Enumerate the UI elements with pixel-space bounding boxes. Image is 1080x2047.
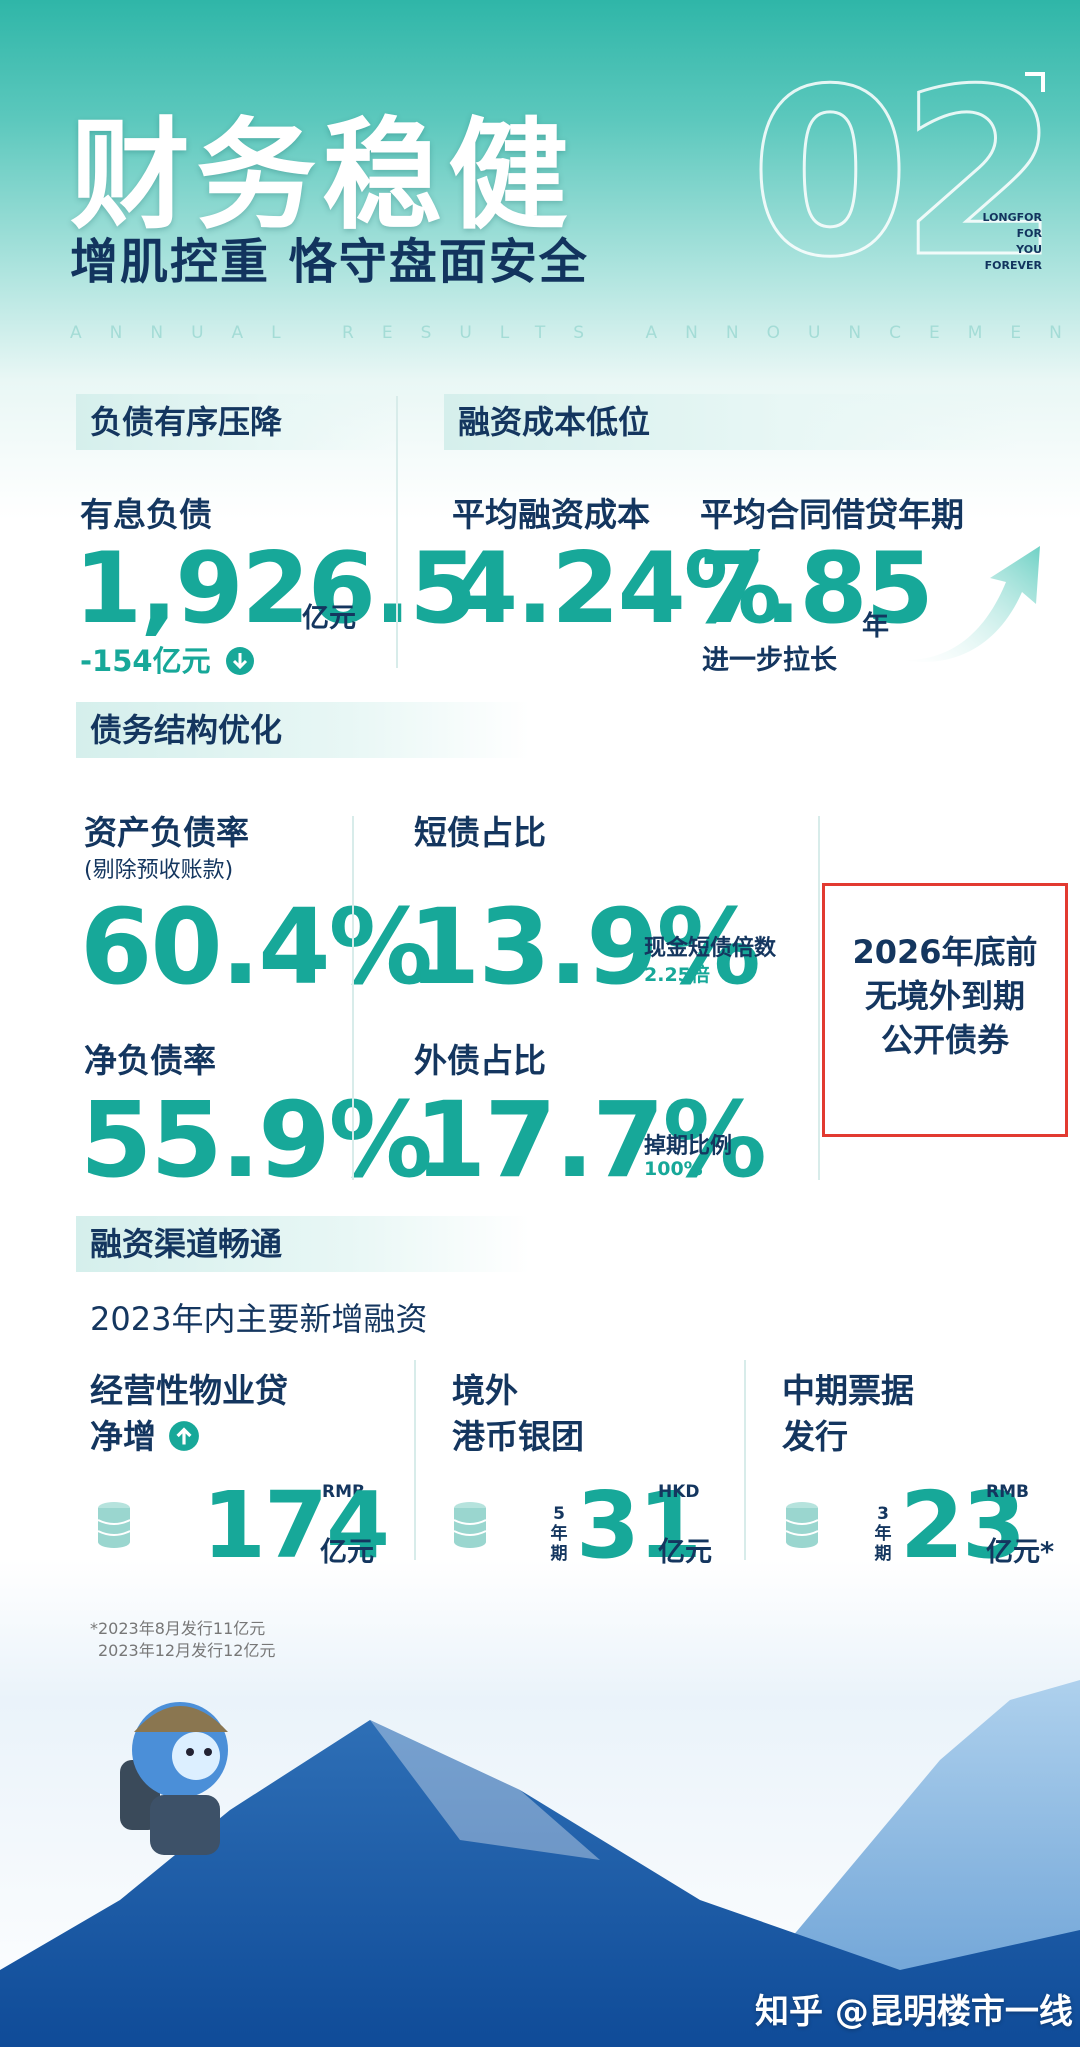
- channels-subtitle: 2023年内主要新增融资: [90, 1300, 428, 1338]
- callout-line: 2026年底前: [852, 933, 1038, 971]
- callout-line: 公开债券: [880, 1021, 1009, 1059]
- highlight-box: [822, 883, 1068, 1137]
- avg-term-label: 平均合同借贷年期: [700, 495, 964, 534]
- brand-line: YOU: [1016, 243, 1042, 256]
- callout-line: 无境外到期: [864, 977, 1025, 1015]
- cash-ratio-label: 现金短债倍数: [644, 936, 777, 961]
- page-title: 财务稳健: [70, 107, 574, 246]
- term-suffix: 期: [550, 1544, 568, 1564]
- divider: [352, 816, 354, 1180]
- arrow-down-icon: [225, 647, 254, 675]
- avg-term-unit: 年: [862, 611, 889, 642]
- net-increase-text: 净增: [90, 1417, 156, 1456]
- interest-debt-change: -154亿元: [80, 638, 255, 680]
- short-debt-label: 短债占比: [414, 813, 546, 852]
- upward-trend-arrow-icon: [901, 546, 1040, 663]
- term-unit: 年: [874, 1524, 892, 1544]
- brand-line: LONGFOR: [982, 211, 1042, 224]
- announcement-banner: ANNUAL RESULTS ANNOUNCEMENT: [70, 323, 1080, 343]
- mtn-unit: 亿元*: [986, 1537, 1055, 1568]
- asset-liability-label: 资产负债率: [84, 813, 249, 852]
- currency-label: RMB: [322, 1482, 365, 1502]
- divider: [818, 816, 820, 1180]
- coin-stack-icon: [97, 1502, 131, 1548]
- page-subtitle: 增肌控重 恪守盘面安全: [70, 234, 589, 290]
- loan-term: 3 年 期: [872, 1504, 894, 1564]
- section-financing-cost: 融资成本低位: [444, 394, 1018, 450]
- section-number: 02: [748, 41, 1061, 308]
- interest-debt-unit: 亿元: [302, 603, 356, 634]
- mtn-label: 中期票据: [782, 1371, 914, 1410]
- section-debt-reduction: 负债有序压降: [76, 394, 390, 450]
- divider: [414, 1360, 416, 1560]
- coin-stack-icon: [785, 1502, 819, 1548]
- property-loan-value: 174: [202, 1472, 390, 1579]
- footnote: *2023年8月发行11亿元 2023年12月发行12亿元: [90, 1618, 275, 1662]
- avg-term-note: 进一步拉长: [702, 645, 837, 676]
- term-unit: 年: [550, 1524, 568, 1544]
- asset-liability-note: (剔除预收账款): [84, 858, 234, 883]
- divider: [396, 396, 398, 668]
- cash-ratio-value: 2.25倍: [644, 964, 710, 986]
- section-financing-channels: 融资渠道畅通: [76, 1216, 530, 1272]
- brand-line: FOR: [1016, 227, 1042, 240]
- brand-slogan: LONGFOR FOR YOU FOREVER: [950, 210, 1042, 274]
- mountain-illustration: [0, 1680, 1080, 2047]
- property-loan-unit: 亿元: [320, 1537, 374, 1568]
- divider: [744, 1360, 746, 1560]
- mtn-issuance-label: 发行: [782, 1417, 848, 1456]
- hedge-ratio-value: 100%: [644, 1158, 703, 1180]
- mtn-value: 23: [900, 1472, 1026, 1579]
- offshore-label: 境外: [452, 1371, 518, 1410]
- interest-debt-label: 有息负债: [80, 495, 212, 534]
- hkd-loan-unit: 亿元: [658, 1537, 712, 1568]
- hedge-ratio-label: 掉期比例: [644, 1134, 733, 1159]
- term-number: 3: [877, 1504, 889, 1524]
- term-number: 5: [553, 1504, 565, 1524]
- foreign-debt-label: 外债占比: [414, 1041, 546, 1080]
- callout-text: 2026年底前 无境外到期 公开债券: [822, 930, 1068, 1062]
- loan-term: 5 年 期: [548, 1504, 570, 1564]
- currency-label: HKD: [658, 1482, 700, 1502]
- corner-mark: [1025, 72, 1045, 92]
- currency-label: RMB: [986, 1482, 1029, 1502]
- asset-liability-value: 60.4%: [80, 886, 433, 1008]
- avg-cost-value: 4.24%: [450, 532, 782, 646]
- term-suffix: 期: [874, 1544, 892, 1564]
- brand-line: FOREVER: [984, 259, 1042, 272]
- footnote-line: 2023年12月发行12亿元: [98, 1641, 276, 1660]
- net-debt-label: 净负债率: [84, 1041, 216, 1080]
- footnote-line: *2023年8月发行11亿元: [90, 1619, 266, 1638]
- avg-cost-label: 平均融资成本: [452, 495, 650, 534]
- coin-stack-icon: [453, 1502, 487, 1548]
- foreign-debt-value: 17.7%: [414, 1079, 767, 1201]
- watermark: 知乎 @昆明楼市一线: [755, 1992, 1073, 2032]
- property-loan-sublabel: 净增: [90, 1410, 200, 1458]
- net-debt-value: 55.9%: [80, 1079, 433, 1201]
- avg-term-value: 7.85: [698, 532, 934, 646]
- property-loan-label: 经营性物业贷: [90, 1371, 288, 1410]
- section-debt-structure: 债务结构优化: [76, 702, 530, 758]
- hkd-loan-value: 31: [576, 1472, 702, 1579]
- short-debt-value: 13.9%: [408, 886, 761, 1008]
- change-text: -154亿元: [80, 644, 211, 678]
- mascot-illustration: [120, 1702, 228, 1855]
- arrow-up-icon: [168, 1421, 199, 1451]
- hkd-syndicated-loan-label: 港币银团: [452, 1417, 584, 1456]
- interest-debt-value: 1,926.5: [74, 532, 477, 646]
